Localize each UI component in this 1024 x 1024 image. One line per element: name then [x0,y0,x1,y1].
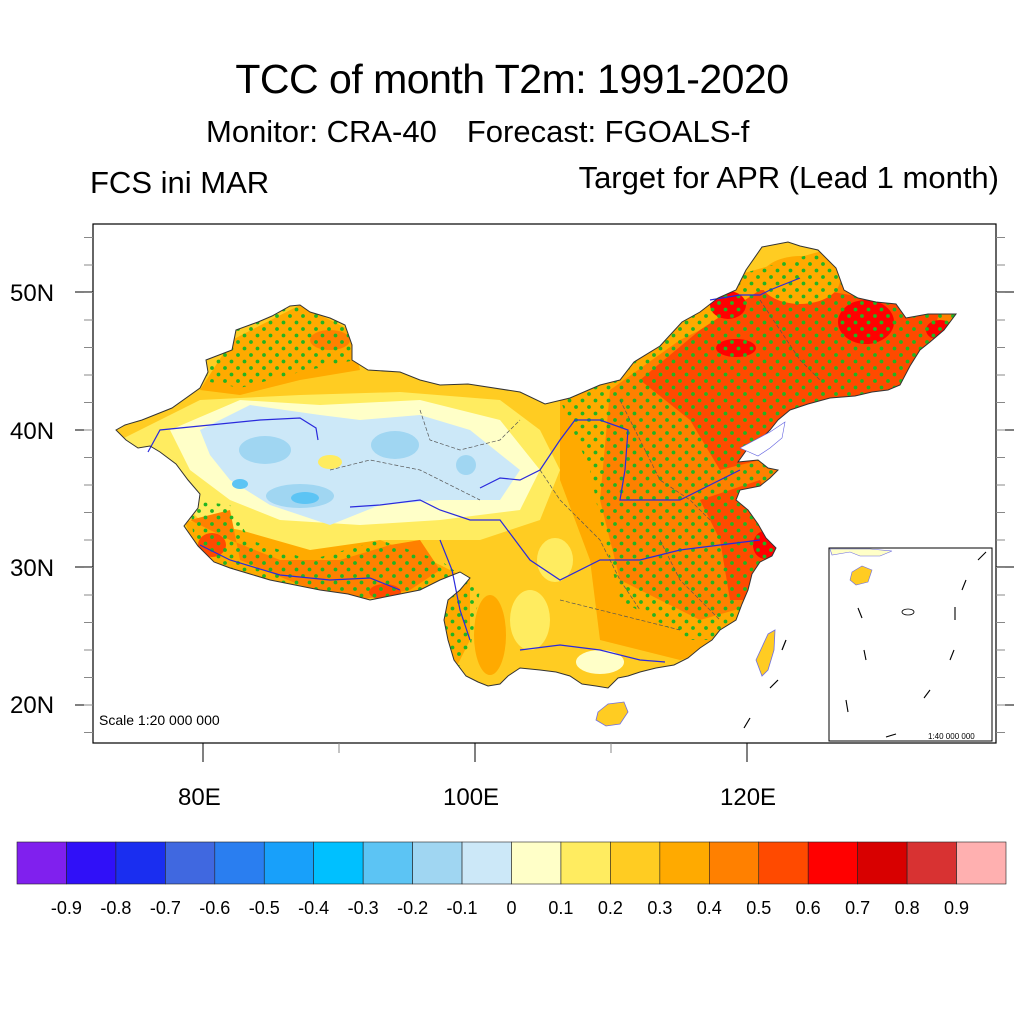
field-0.0-guangxi [576,650,624,674]
inset-dashes [845,551,987,738]
colorbar-box [263,841,315,885]
colorbar-label: 0 [506,898,516,918]
river-yarlung [199,544,401,591]
taiwan-island [755,629,776,677]
inset-scale-label: 1:40 000 000 [928,732,975,741]
river-tarim [147,417,319,453]
colorbar-box [16,841,67,885]
colorbar-box [115,841,166,885]
border-sc [539,469,641,611]
colorbar-label: -0.8 [100,898,131,918]
colorbar: -0.9 -0.8 -0.7 -0.6 -0.5 -0.4 -0.3 -0.2 -0.1 0 0.1… [16,841,1007,918]
minor-ticks [84,237,1005,733]
border-xz-qh [329,459,481,501]
lon-label-80e: 80E [178,784,221,811]
scale-label: Scale 1:20 000 000 [99,712,220,728]
dash-2 [769,679,779,689]
target-label: Target for APR (Lead 1 month) [578,160,999,195]
border-south [559,599,681,631]
field-0.3-yunnan-w [474,595,506,675]
inset-map: 1:40 000 000 [828,547,993,742]
plot-title: TCC of month T2m: 1991-2020 [235,56,789,102]
rivers [147,277,801,663]
field-neg-0.3-a [232,479,248,489]
inset-reef [901,608,915,616]
field-0.1-sichuan [537,538,573,582]
colorbar-box [66,841,117,885]
lon-label-100e: 100E [443,784,500,811]
lat-label-40n: 40N [10,418,55,445]
province-borders [329,299,821,631]
field-0.1-yunnan [510,590,550,650]
river-nu [439,539,471,641]
init-month-label: FCS ini MAR [90,165,270,200]
nine-dash-fragments [743,639,787,729]
colorbar-label: 0.7 [845,898,870,918]
plot-subtitle: Monitor: CRA-40 Forecast: FGOALS-f [206,114,749,150]
river-yellow [479,419,741,501]
colorbar-label: 0.5 [746,898,771,918]
colorbar-box [461,841,512,885]
field-neg-0.3-b [291,492,319,504]
colorbar-box [956,841,1007,885]
colorbar-label: -0.7 [150,898,181,918]
hainan-island [595,701,629,727]
colorbar-box [906,841,957,885]
field-0.1-spot [318,455,342,469]
colorbar-box [708,841,760,885]
inset-hainan [849,565,873,586]
colorbar-box [659,841,710,885]
stipple-tibet [190,500,480,680]
lat-label-50n: 50N [10,280,55,307]
inset-coast [829,548,893,557]
colorbar-box [165,841,216,885]
colorbar-box [313,841,364,885]
border-qh-gs [419,409,521,451]
lat-label-30n: 30N [10,555,55,582]
colorbar-box [610,841,661,885]
colorbar-label: -0.1 [447,898,478,918]
river-yangtze [349,499,761,581]
colorbar-box [807,841,858,885]
monitor-label: Monitor: CRA-40 [206,114,437,149]
colorbar-label: -0.3 [348,898,379,918]
dash-1 [781,639,787,651]
lon-label-120e: 120E [720,784,777,811]
colorbar-box [857,841,908,885]
colorbar-box [560,841,611,885]
colorbar-label: -0.6 [199,898,230,918]
colorbar-label: 0.2 [598,898,623,918]
colorbar-label: 0.3 [647,898,672,918]
colorbar-label: -0.4 [298,898,329,918]
colorbar-label: -0.5 [249,898,280,918]
field-neg-0.2-c [371,431,419,459]
dash-3 [743,717,751,729]
border-ne [759,299,821,381]
border-central [659,539,721,621]
colorbar-box [214,841,265,885]
lat-label-20n: 20N [10,692,55,719]
colorbar-label: 0.9 [944,898,969,918]
colorbar-label: 0.1 [548,898,573,918]
colorbar-box [511,841,562,885]
field-neg-0.2-d [456,455,476,475]
colorbar-label: 0.4 [697,898,722,918]
colorbar-label: -0.2 [397,898,428,918]
bohai-sea [739,421,786,457]
colorbar-box [362,841,413,885]
colorbar-box [758,841,809,885]
colorbar-label: -0.9 [51,898,82,918]
stipple-nxj [200,300,355,388]
river-pearl [519,644,666,663]
field-neg-0.2-a [239,436,291,464]
forecast-label: Forecast: FGOALS-f [466,114,750,149]
border-north [619,399,711,521]
colorbar-label: 0.8 [895,898,920,918]
colorbar-box [412,841,463,885]
river-amur [709,277,801,301]
colorbar-label: 0.6 [796,898,821,918]
